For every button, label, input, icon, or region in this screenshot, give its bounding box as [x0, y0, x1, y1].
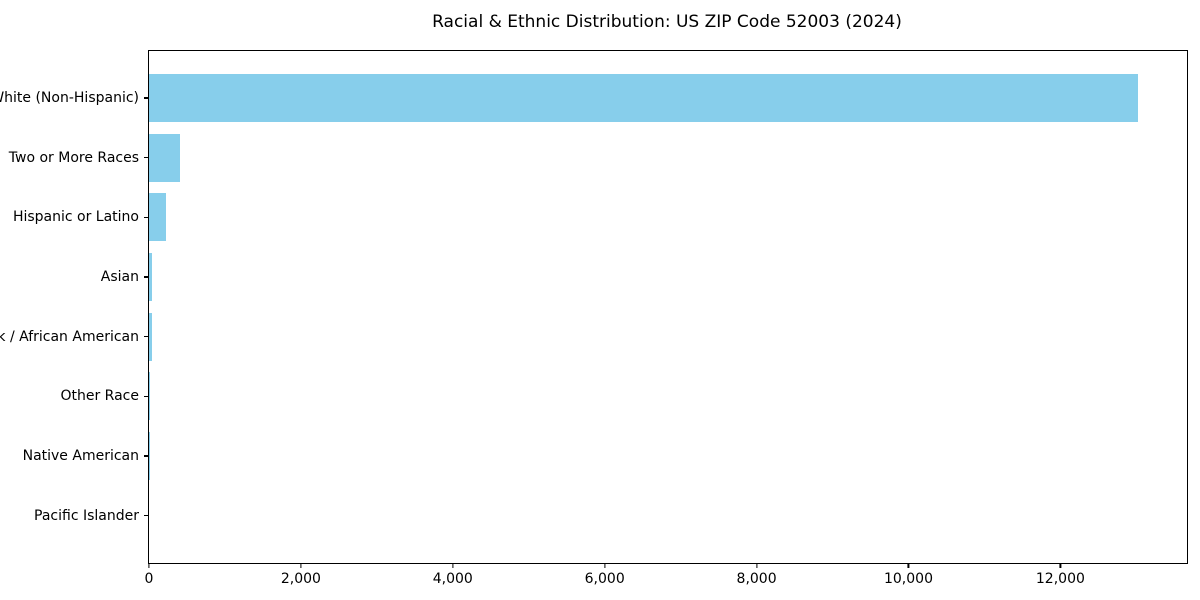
- x-tick-mark: [604, 563, 606, 568]
- x-tick-label: 6,000: [584, 571, 625, 587]
- bar: [149, 312, 153, 361]
- y-tick-label: Pacific Islander: [34, 507, 139, 524]
- y-tick-label: Two or More Races: [8, 149, 139, 166]
- bar: [149, 253, 153, 301]
- y-tick-label: Hispanic or Latino: [12, 209, 139, 226]
- x-tick-label: 8,000: [736, 571, 777, 587]
- x-tick-mark: [148, 563, 150, 568]
- x-tick-label: 2,000: [280, 571, 321, 587]
- y-tick-mark: [144, 157, 149, 159]
- y-tick-mark: [144, 216, 149, 218]
- y-tick-label: White (Non-Hispanic): [0, 90, 139, 106]
- bar: [149, 372, 150, 421]
- x-tick-mark: [907, 563, 910, 568]
- x-tick-mark: [1059, 563, 1061, 568]
- y-tick-label: Native American: [22, 448, 139, 465]
- x-tick-label: 0: [144, 571, 154, 587]
- y-tick-mark: [144, 515, 149, 517]
- y-tick-label: Black / African American: [0, 328, 139, 345]
- y-tick-mark: [144, 395, 149, 397]
- y-tick-label: Other Race: [60, 388, 139, 405]
- x-tick-label: 12,000: [1035, 571, 1085, 587]
- x-tick-mark: [756, 563, 758, 568]
- bar: [149, 193, 166, 242]
- plot-area: White (Non-Hispanic) Two or More Races His…: [0, 50, 1188, 587]
- y-tick-mark: [144, 276, 149, 278]
- x-tick-mark: [452, 563, 454, 568]
- y-tick-mark: [144, 455, 149, 457]
- y-tick-label: Asian: [100, 269, 139, 285]
- x-tick-label: 10,000: [883, 571, 933, 587]
- x-tick-mark: [300, 563, 302, 568]
- y-tick-mark: [144, 97, 149, 99]
- chart-title: Racial & Ethnic Distribution: US ZIP Cod…: [432, 12, 902, 32]
- bar: [149, 133, 181, 182]
- x-tick-label: 4,000: [432, 571, 473, 587]
- bar: [149, 74, 1138, 122]
- y-tick-mark: [144, 336, 149, 338]
